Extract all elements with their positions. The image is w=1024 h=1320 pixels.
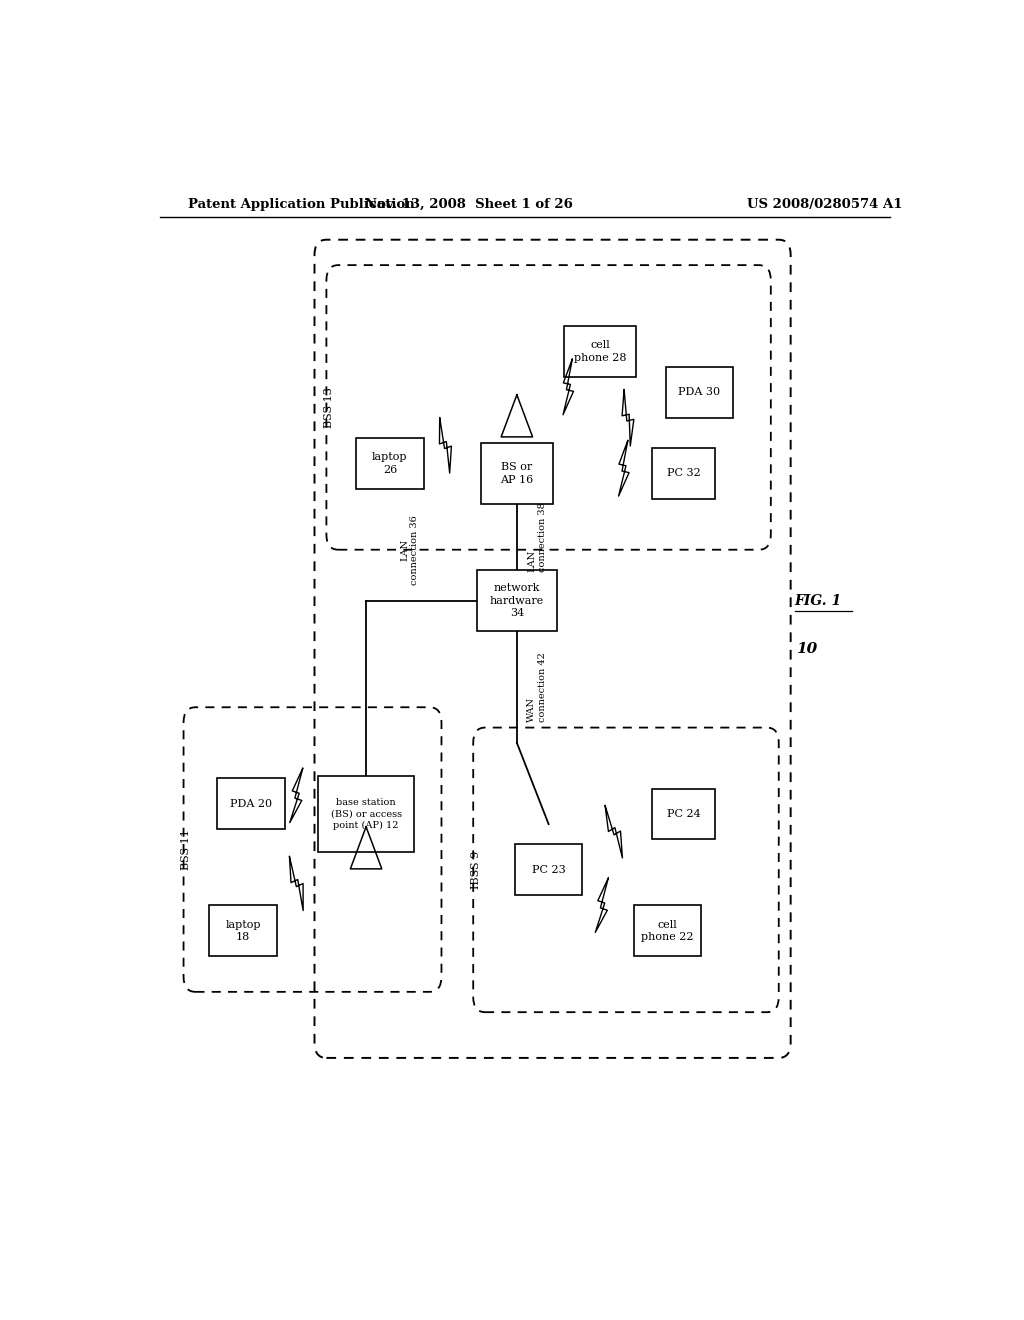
Bar bbox=[481, 444, 553, 504]
Text: PC 32: PC 32 bbox=[667, 469, 700, 478]
Text: cell
phone 22: cell phone 22 bbox=[641, 920, 694, 942]
Text: PC 24: PC 24 bbox=[667, 809, 700, 818]
Text: LAN
connection 36: LAN connection 36 bbox=[400, 516, 420, 585]
Text: PDA 30: PDA 30 bbox=[678, 387, 721, 397]
Text: Patent Application Publication: Patent Application Publication bbox=[187, 198, 415, 211]
Text: laptop
18: laptop 18 bbox=[225, 920, 261, 942]
Text: PC 23: PC 23 bbox=[531, 865, 565, 875]
Bar bbox=[217, 779, 285, 829]
Text: PDA 20: PDA 20 bbox=[230, 799, 272, 809]
Text: base station
(BS) or access
point (AP) 12: base station (BS) or access point (AP) 1… bbox=[331, 799, 401, 830]
Text: US 2008/0280574 A1: US 2008/0280574 A1 bbox=[748, 198, 902, 211]
Bar bbox=[209, 906, 276, 956]
Text: IBSS 9: IBSS 9 bbox=[471, 851, 481, 888]
Text: Nov. 13, 2008  Sheet 1 of 26: Nov. 13, 2008 Sheet 1 of 26 bbox=[366, 198, 573, 211]
Text: FIG. 1: FIG. 1 bbox=[795, 594, 842, 607]
Text: laptop
26: laptop 26 bbox=[372, 453, 408, 474]
Text: WAN
connection 42: WAN connection 42 bbox=[527, 652, 547, 722]
Bar bbox=[356, 438, 424, 488]
Text: network
hardware
34: network hardware 34 bbox=[489, 583, 544, 618]
Text: BSS 13: BSS 13 bbox=[325, 387, 334, 428]
Bar bbox=[651, 788, 715, 840]
Bar bbox=[666, 367, 733, 417]
Bar bbox=[651, 447, 715, 499]
Text: cell
phone 28: cell phone 28 bbox=[573, 341, 627, 363]
Bar bbox=[634, 906, 701, 956]
Bar bbox=[515, 845, 583, 895]
Text: LAN
connection 38: LAN connection 38 bbox=[527, 502, 547, 572]
Text: 10: 10 bbox=[797, 642, 817, 656]
Bar bbox=[477, 570, 557, 631]
Bar bbox=[564, 326, 636, 378]
Bar bbox=[318, 776, 414, 853]
Text: BSS 11: BSS 11 bbox=[181, 829, 191, 870]
Text: BS or
AP 16: BS or AP 16 bbox=[501, 462, 534, 484]
